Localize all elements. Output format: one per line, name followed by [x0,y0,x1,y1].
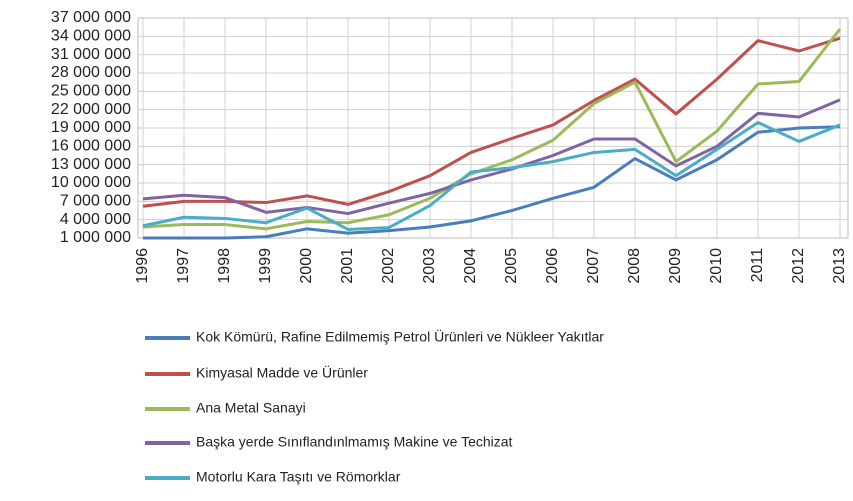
y-tick-label: 7 000 000 [60,193,131,210]
y-tick-label: 22 000 000 [51,101,131,118]
series-line [142,98,841,216]
y-tick-label: 37 000 000 [51,9,131,26]
y-tick-label: 4 000 000 [60,211,131,228]
x-tick-label: 2004 [462,248,479,284]
series-line [143,125,841,240]
x-tick-label: 2012 [790,248,807,284]
x-tick-label: 2008 [626,248,643,284]
legend-label: Kok Kömürü, Rafine Edilmemiş Petrol Ürün… [196,328,604,345]
series-line [142,28,842,231]
x-tick-label: 2002 [380,248,397,284]
legend-label: Ana Metal Sanayi [196,400,306,416]
y-tick-label: 28 000 000 [51,64,131,81]
x-tick-label: 2013 [831,248,848,284]
y-tick-label: 13 000 000 [51,156,131,173]
y-tick-label: 25 000 000 [51,83,131,100]
series-line [142,36,841,208]
x-tick-label: 2001 [339,248,356,284]
series-line [142,121,841,231]
plot-frame [137,17,849,239]
y-tick-label: 19 000 000 [51,119,131,136]
x-tick-label: 2010 [708,248,725,284]
x-tick-label: 2005 [503,248,520,284]
x-tick-label: 1998 [216,248,233,284]
y-tick-label: 1 000 000 [60,229,131,246]
x-tick-label: 1997 [175,248,192,284]
x-tick-label: 2003 [421,248,438,284]
x-tick-label: 1999 [257,248,274,284]
legend-label: Kimyasal Madde ve Ürünler [196,364,368,381]
x-tick-label: 2006 [544,248,561,284]
x-tick-label: 2009 [667,248,684,284]
x-tick-label: 1996 [134,248,151,284]
x-tick-label: 2011 [749,248,766,283]
x-tick-label: 2000 [298,248,315,284]
y-tick-label: 10 000 000 [51,174,131,191]
y-tick-label: 31 000 000 [51,46,131,63]
legend-label: Motorlu Kara Taşıtı ve Römorklar [196,469,401,485]
y-tick-label: 34 000 000 [51,28,131,45]
y-tick-label: 16 000 000 [51,138,131,155]
legend-label: Başka yerde Sınıflandınlmamış Makine ve … [196,434,513,450]
x-tick-label: 2007 [585,248,602,284]
